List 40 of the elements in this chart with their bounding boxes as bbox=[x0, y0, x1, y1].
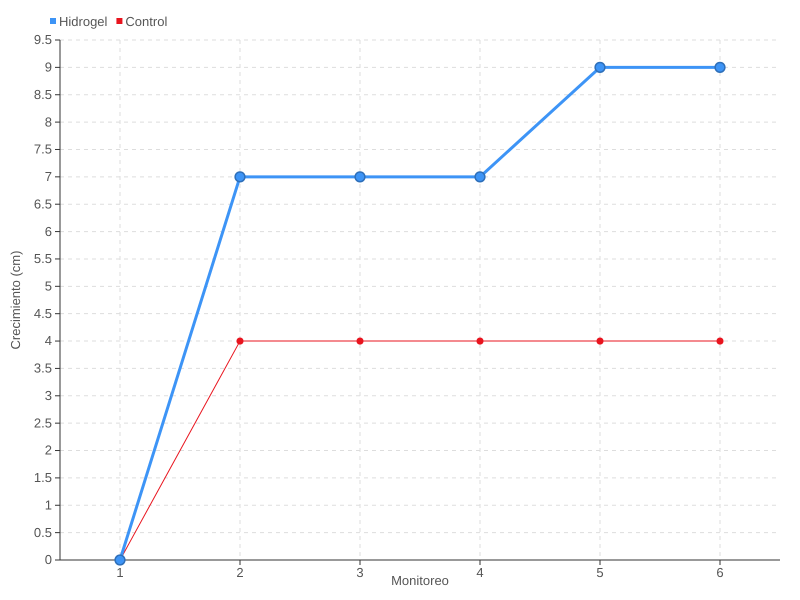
y-tick-label: 5.5 bbox=[34, 251, 52, 266]
y-tick-label: 2 bbox=[44, 442, 52, 458]
y-tick-label: 6.5 bbox=[34, 196, 52, 212]
y-tick-label: 1 bbox=[44, 497, 52, 512]
y-tick-label: 3.5 bbox=[34, 360, 52, 376]
x-tick-label: 2 bbox=[236, 565, 244, 580]
legend-label: Control bbox=[125, 14, 168, 29]
x-tick-label: 3 bbox=[356, 565, 364, 580]
point bbox=[594, 62, 606, 73]
point bbox=[476, 337, 484, 345]
y-tick-label: 9 bbox=[44, 60, 52, 75]
y-tick-label: 1.5 bbox=[34, 470, 52, 486]
point bbox=[716, 337, 724, 345]
point bbox=[474, 171, 486, 182]
y-axis-title: Crecimiento (cm) bbox=[8, 250, 23, 350]
y-tick-label: 2.5 bbox=[34, 415, 52, 430]
point bbox=[356, 337, 364, 345]
point bbox=[236, 337, 244, 345]
x-tick-label: 4 bbox=[476, 565, 484, 580]
y-tick-label: 8 bbox=[44, 114, 52, 130]
y-tick-label: 0.5 bbox=[34, 524, 52, 540]
x-tick-label: 1 bbox=[116, 565, 124, 580]
y-tick-label: 0 bbox=[44, 552, 52, 568]
y-tick-label: 6 bbox=[44, 224, 52, 239]
point bbox=[714, 62, 726, 73]
y-tick-label: 4 bbox=[44, 333, 52, 348]
point bbox=[596, 337, 604, 345]
y-tick-label: 3 bbox=[44, 388, 52, 403]
x-axis-title: Monitoreo bbox=[391, 573, 449, 588]
x-tick-label: 5 bbox=[596, 565, 604, 580]
point bbox=[234, 171, 246, 182]
y-tick-label: 7 bbox=[44, 169, 52, 184]
y-tick-label: 4.5 bbox=[34, 306, 52, 321]
y-tick-label: 8.5 bbox=[34, 86, 52, 102]
y-tick-label: 9.5 bbox=[34, 32, 52, 48]
y-tick-label: 7.5 bbox=[34, 142, 52, 157]
y-tick-label: 5 bbox=[44, 278, 52, 294]
x-tick-label: 6 bbox=[716, 565, 724, 580]
point bbox=[354, 171, 366, 182]
legend-label: Hidrogel bbox=[59, 14, 108, 29]
